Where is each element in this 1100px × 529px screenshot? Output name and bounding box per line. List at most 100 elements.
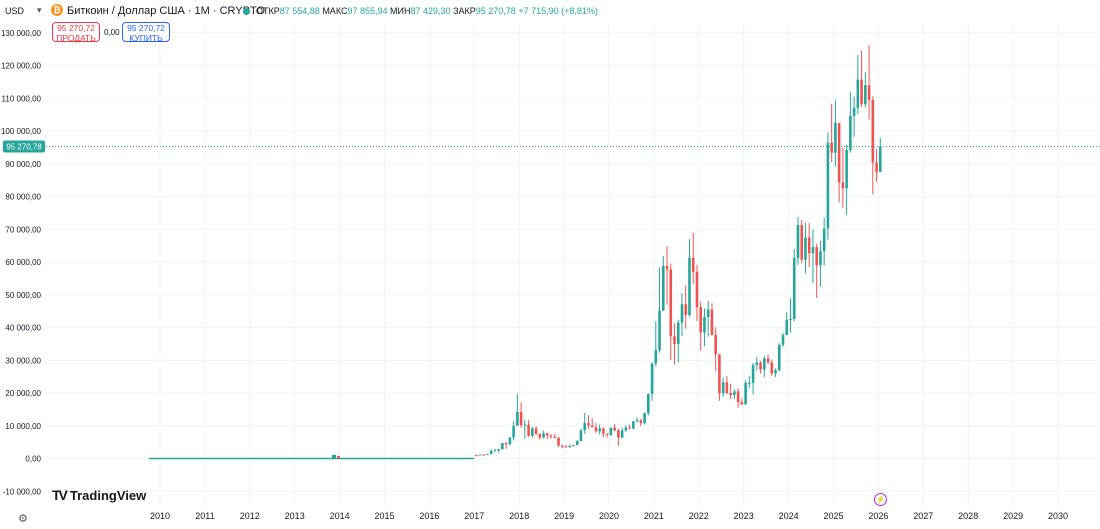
candle-body <box>564 446 568 448</box>
open-label: ОТКР <box>256 6 280 16</box>
y-tick-label: 40 000,00 <box>5 324 41 333</box>
x-tick-label: 2018 <box>509 511 529 521</box>
x-tick-label: 2025 <box>823 511 843 521</box>
tradingview-logo-icon: TV <box>52 487 68 503</box>
candle-body <box>624 427 628 431</box>
candle-body <box>837 123 841 183</box>
candle-body <box>669 269 673 337</box>
candle-body <box>736 391 740 403</box>
lightning-icon[interactable]: ⚡ <box>874 493 887 506</box>
candle-body <box>819 251 822 266</box>
candle-body <box>583 423 587 431</box>
x-tick-label: 2017 <box>464 511 484 521</box>
low-value: 87 429,30 <box>410 6 451 16</box>
candle-body <box>755 362 759 366</box>
candle-body <box>658 310 661 351</box>
candle-body <box>632 421 635 429</box>
candle-body <box>684 304 688 316</box>
symbol-title[interactable]: Биткоин / Доллар США · 1M · CRYPTO <box>67 5 266 17</box>
candle-body <box>587 423 590 426</box>
candle-body <box>766 358 770 363</box>
candle-body <box>508 437 512 445</box>
candle-body <box>815 246 818 266</box>
candle-body <box>617 430 620 438</box>
y-tick-label: -10 000,00 <box>3 487 42 496</box>
candle-body <box>553 436 557 438</box>
candle-body <box>478 454 482 456</box>
early-history-line <box>149 454 475 460</box>
candle-body <box>763 358 766 370</box>
candle-body <box>830 142 833 153</box>
candle-body <box>871 99 875 163</box>
candle-body <box>602 428 605 434</box>
candle-body <box>699 307 702 333</box>
high-label: МАКС <box>322 6 348 16</box>
candle-body <box>751 365 755 383</box>
y-tick-label: 120 000,00 <box>1 62 42 71</box>
sell-button[interactable]: 95 270,72 ПРОДАТЬ <box>52 22 100 42</box>
candle-body <box>710 309 714 336</box>
candle-body <box>516 411 519 426</box>
candle-body <box>718 354 721 394</box>
last-price-badge <box>3 140 45 153</box>
candle-body <box>661 265 665 311</box>
candle-body <box>590 425 594 428</box>
candle-body <box>560 445 564 447</box>
x-tick-label: 2029 <box>1003 511 1023 521</box>
x-tick-label: 2012 <box>240 511 260 521</box>
candle-body <box>482 454 485 456</box>
candle-body <box>792 258 796 319</box>
candle-body <box>545 433 549 436</box>
change-value: +7 715,90 (+8,81%) <box>518 6 598 16</box>
candle-body <box>534 428 538 434</box>
candle-body <box>860 79 863 105</box>
candle-body <box>852 107 856 116</box>
candle-body <box>512 425 515 438</box>
candle-body <box>864 85 867 105</box>
candle-body <box>497 449 500 451</box>
candle-body <box>733 391 736 395</box>
sell-label: ПРОДАТЬ <box>56 32 96 43</box>
x-tick-label: 2015 <box>374 511 394 521</box>
open-value: 87 554,88 <box>279 6 320 16</box>
y-tick-label: 70 000,00 <box>5 225 41 234</box>
candle-body <box>598 428 601 432</box>
x-tick-label: 2028 <box>958 511 978 521</box>
candle-body <box>628 427 631 429</box>
candles-series <box>474 45 882 457</box>
gear-icon[interactable]: ⚙ <box>18 513 28 525</box>
tradingview-logo[interactable]: TV TradingView <box>52 487 146 503</box>
x-tick-label: 2011 <box>195 511 214 521</box>
candle-body <box>504 443 508 445</box>
logo-text: TradingView <box>69 487 147 503</box>
x-tick-label: 2030 <box>1048 511 1068 521</box>
close-value: 95 270,78 <box>475 6 516 16</box>
y-tick-label: 130 000,00 <box>1 29 42 38</box>
candle-body <box>579 430 583 442</box>
candle-body <box>841 182 845 189</box>
candle-body <box>594 427 598 432</box>
low-label: МИН <box>390 6 411 16</box>
chevron-down-icon[interactable]: ▾ <box>37 5 42 15</box>
buy-button[interactable]: 95 270,72 КУПИТЬ <box>122 22 170 42</box>
candle-body <box>493 450 497 452</box>
candle-body <box>531 428 534 436</box>
ohlc-legend: ОТКР87 554,88 МАКС97 855,94 МИН87 429,30… <box>256 6 598 16</box>
x-tick-label: 2019 <box>554 511 574 521</box>
candle-2013-peak <box>332 454 336 459</box>
candle-body <box>774 370 777 374</box>
x-tick-label: 2027 <box>913 511 933 521</box>
candle-body <box>845 149 848 189</box>
currency-selector[interactable]: USD <box>5 6 25 16</box>
candle-body <box>744 382 747 405</box>
candle-body <box>519 411 523 426</box>
candle-body <box>474 455 478 457</box>
candle-body <box>489 450 493 455</box>
candle-body <box>613 427 616 431</box>
candle-body <box>879 146 882 172</box>
candle-body <box>759 362 762 370</box>
last-price-line: 95 270,78 <box>3 140 1100 153</box>
candle-body <box>695 271 699 308</box>
y-tick-label: 60 000,00 <box>5 258 41 267</box>
